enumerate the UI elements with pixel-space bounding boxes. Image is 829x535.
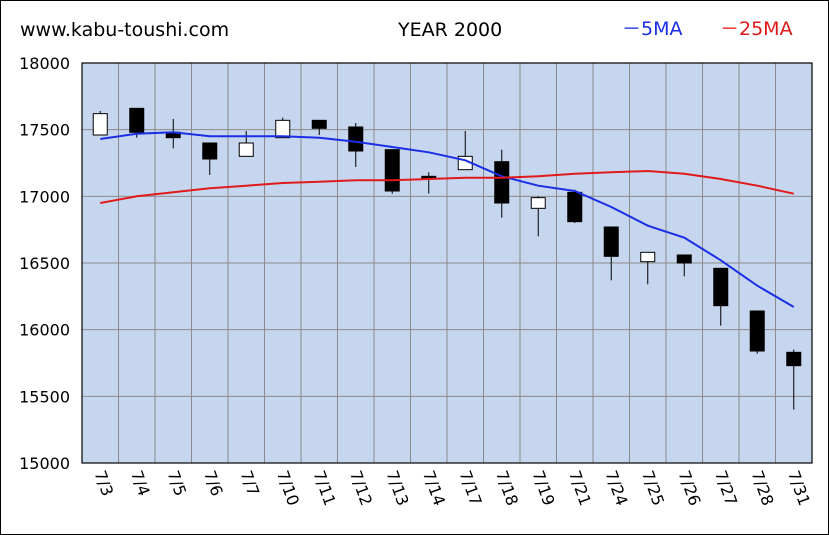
x-tick-label: 7/21 <box>565 468 595 508</box>
x-tick-label: 7/31 <box>784 468 814 508</box>
candle-body <box>92 113 108 136</box>
candle-body <box>530 197 546 209</box>
y-tick-label: 16500 <box>19 254 70 273</box>
x-tick-label: 7/3 <box>90 468 117 499</box>
x-tick-label: 7/17 <box>455 468 485 508</box>
chart-title: YEAR 2000 <box>397 19 502 41</box>
x-tick-label: 7/6 <box>200 468 227 499</box>
x-tick-label: 7/4 <box>127 468 154 499</box>
candle-body <box>238 142 254 157</box>
x-tick-label: 7/26 <box>674 468 704 508</box>
y-tick-label: 18000 <box>19 54 70 73</box>
plot-area: 15000 15500 16000 16500 17000 17500 18000 7/3 7/… <box>19 54 814 508</box>
x-tick-label: 7/14 <box>419 468 449 508</box>
x-tick-label: 7/28 <box>747 468 777 508</box>
legend-5ma: －5MA <box>622 18 682 40</box>
candle-body <box>384 149 400 192</box>
candle-body <box>202 142 218 160</box>
candle-body <box>749 310 765 352</box>
x-tick-label: 7/25 <box>638 468 668 508</box>
candle-body <box>567 191 583 223</box>
y-tick-label: 15000 <box>19 454 70 473</box>
candle-body <box>129 107 145 133</box>
y-tick-label: 15500 <box>19 387 70 406</box>
site-label: www.kabu-toushi.com <box>20 19 229 41</box>
y-tick-label: 16000 <box>19 321 70 340</box>
legend-25ma: －25MA <box>720 18 793 40</box>
plot-border <box>81 62 813 464</box>
series-line-25ma <box>100 169 795 204</box>
x-tick-label: 7/11 <box>309 468 339 508</box>
x-tick-label: 7/10 <box>273 468 303 508</box>
candle-body <box>713 267 729 307</box>
y-tick-label: 17000 <box>19 187 70 206</box>
x-tick-label: 7/24 <box>601 468 631 508</box>
x-tick-label: 7/27 <box>711 468 741 508</box>
x-tick-label: 7/13 <box>382 468 412 508</box>
y-tick-label: 17500 <box>19 121 70 140</box>
candle-body <box>603 226 619 257</box>
candle-body <box>494 161 510 204</box>
candle-body <box>640 251 656 263</box>
x-tick-label: 7/18 <box>492 468 522 508</box>
candle-body <box>275 119 291 139</box>
candle-body <box>786 351 802 367</box>
candle-body <box>676 254 692 264</box>
candle-body <box>348 126 364 152</box>
candle-body <box>311 119 327 129</box>
x-tick-label: 7/19 <box>528 468 558 508</box>
series-line-5ma <box>100 131 795 308</box>
x-tick-label: 7/5 <box>163 468 190 499</box>
x-tick-label: 7/7 <box>236 468 263 499</box>
x-tick-label: 7/12 <box>346 468 376 508</box>
